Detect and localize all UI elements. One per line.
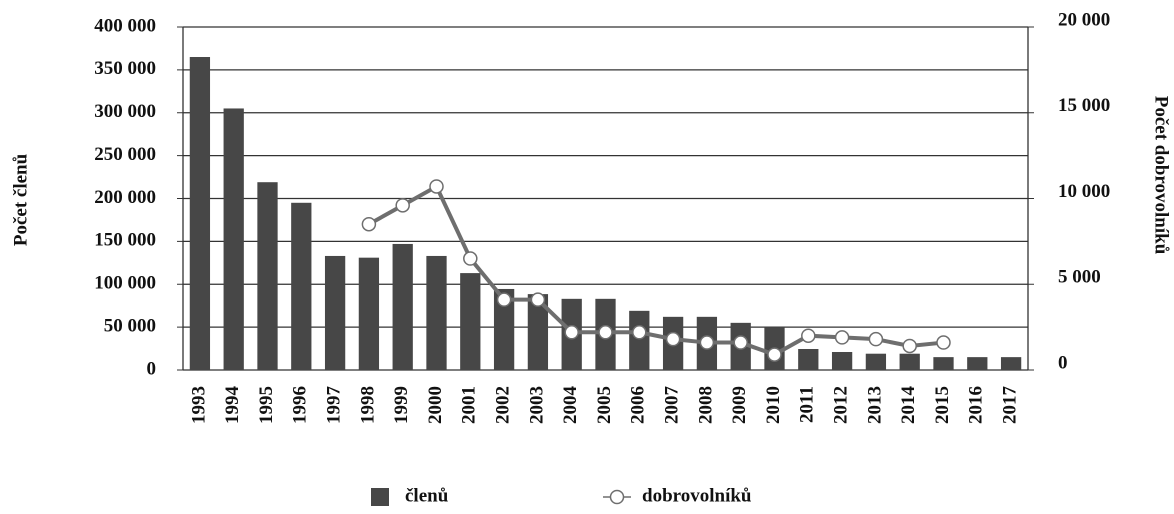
- line-marker: [902, 338, 917, 354]
- bar: [392, 243, 413, 370]
- bar: [189, 57, 211, 370]
- x-tick-label: 2010: [763, 386, 784, 424]
- y-tick-label: 150 000: [94, 230, 156, 251]
- legend-label: členů: [405, 485, 449, 506]
- x-tick-label: 2004: [560, 386, 581, 425]
- bar: [291, 202, 312, 370]
- bar: [426, 255, 447, 370]
- legend-swatch-marker: [609, 489, 625, 505]
- bar: [223, 108, 244, 371]
- y2-axis-title: Počet dobrovolníků: [1151, 96, 1172, 255]
- x-tick-label: 2006: [628, 386, 649, 424]
- bar: [629, 310, 650, 370]
- line-marker: [868, 331, 884, 347]
- line-marker: [936, 335, 951, 350]
- line-marker: [733, 335, 748, 350]
- x-tick-label: 2002: [492, 386, 513, 424]
- legend-swatch: [371, 488, 389, 506]
- y2-tick-label: 20 000: [1058, 9, 1110, 30]
- bar: [493, 288, 515, 370]
- x-tick-label: 2009: [729, 386, 750, 424]
- line-marker: [632, 325, 647, 340]
- y-tick-label: 350 000: [94, 58, 156, 79]
- bar: [358, 257, 380, 370]
- bar: [527, 294, 549, 370]
- x-tick-label: 2017: [999, 386, 1020, 425]
- x-tick-label: 1994: [222, 386, 243, 425]
- line-marker: [496, 292, 512, 307]
- bar: [967, 357, 988, 370]
- bar: [933, 357, 954, 370]
- x-tick-label: 2005: [594, 386, 615, 424]
- bar: [899, 353, 920, 370]
- x-tick-label: 1998: [357, 386, 378, 424]
- line-marker: [564, 325, 579, 340]
- y2-tick-label: 10 000: [1058, 181, 1110, 202]
- x-tick-label: 1999: [391, 386, 412, 424]
- bar: [257, 182, 278, 370]
- x-tick-label: 2001: [459, 386, 480, 424]
- line-marker: [767, 347, 782, 362]
- line-marker: [530, 292, 546, 307]
- x-tick-label: 2015: [932, 386, 953, 424]
- bar: [324, 255, 346, 370]
- bar: [1000, 357, 1022, 370]
- y-tick-label: 200 000: [94, 187, 156, 208]
- x-tick-label: 2016: [966, 386, 987, 424]
- y-axis-title: Počet členů: [10, 153, 31, 246]
- x-tick-label: 2014: [898, 386, 919, 425]
- x-tick-label: 1995: [256, 386, 277, 424]
- y-tick-label: 50 000: [104, 315, 156, 336]
- line: [367, 183, 944, 357]
- bar: [460, 273, 481, 370]
- y-tick-label: 0: [147, 358, 157, 379]
- legend-label: dobrovolníků: [642, 485, 752, 506]
- line-marker: [699, 335, 715, 350]
- bar: [865, 353, 887, 370]
- bar: [831, 351, 853, 370]
- x-tick-label: 1997: [323, 386, 344, 425]
- line-marker: [463, 251, 478, 266]
- line-marker: [395, 198, 410, 213]
- y-tick-label: 400 000: [94, 15, 156, 36]
- x-tick-label: 2012: [830, 386, 851, 424]
- x-tick-label: 2003: [526, 386, 547, 424]
- line-marker: [801, 328, 816, 343]
- line-marker: [361, 216, 377, 232]
- line-marker: [429, 179, 444, 194]
- y2-tick-label: 15 000: [1058, 95, 1110, 116]
- x-tick-label: 1993: [188, 386, 209, 424]
- y2-tick-label: 0: [1058, 352, 1068, 373]
- y2-tick-label: 5 000: [1058, 267, 1101, 288]
- x-tick-label: 2011: [797, 386, 818, 423]
- line-marker: [665, 331, 681, 347]
- y-tick-label: 250 000: [94, 144, 156, 165]
- x-tick-label: 2000: [425, 386, 446, 424]
- y-tick-label: 300 000: [94, 101, 156, 122]
- x-tick-label: 2008: [695, 386, 716, 424]
- y-tick-label: 100 000: [94, 273, 156, 294]
- bar: [798, 348, 819, 370]
- line-marker: [598, 325, 613, 340]
- x-tick-label: 1996: [290, 386, 311, 424]
- line-marker: [834, 330, 850, 345]
- x-tick-label: 2013: [864, 386, 885, 424]
- x-tick-label: 2007: [661, 386, 682, 425]
